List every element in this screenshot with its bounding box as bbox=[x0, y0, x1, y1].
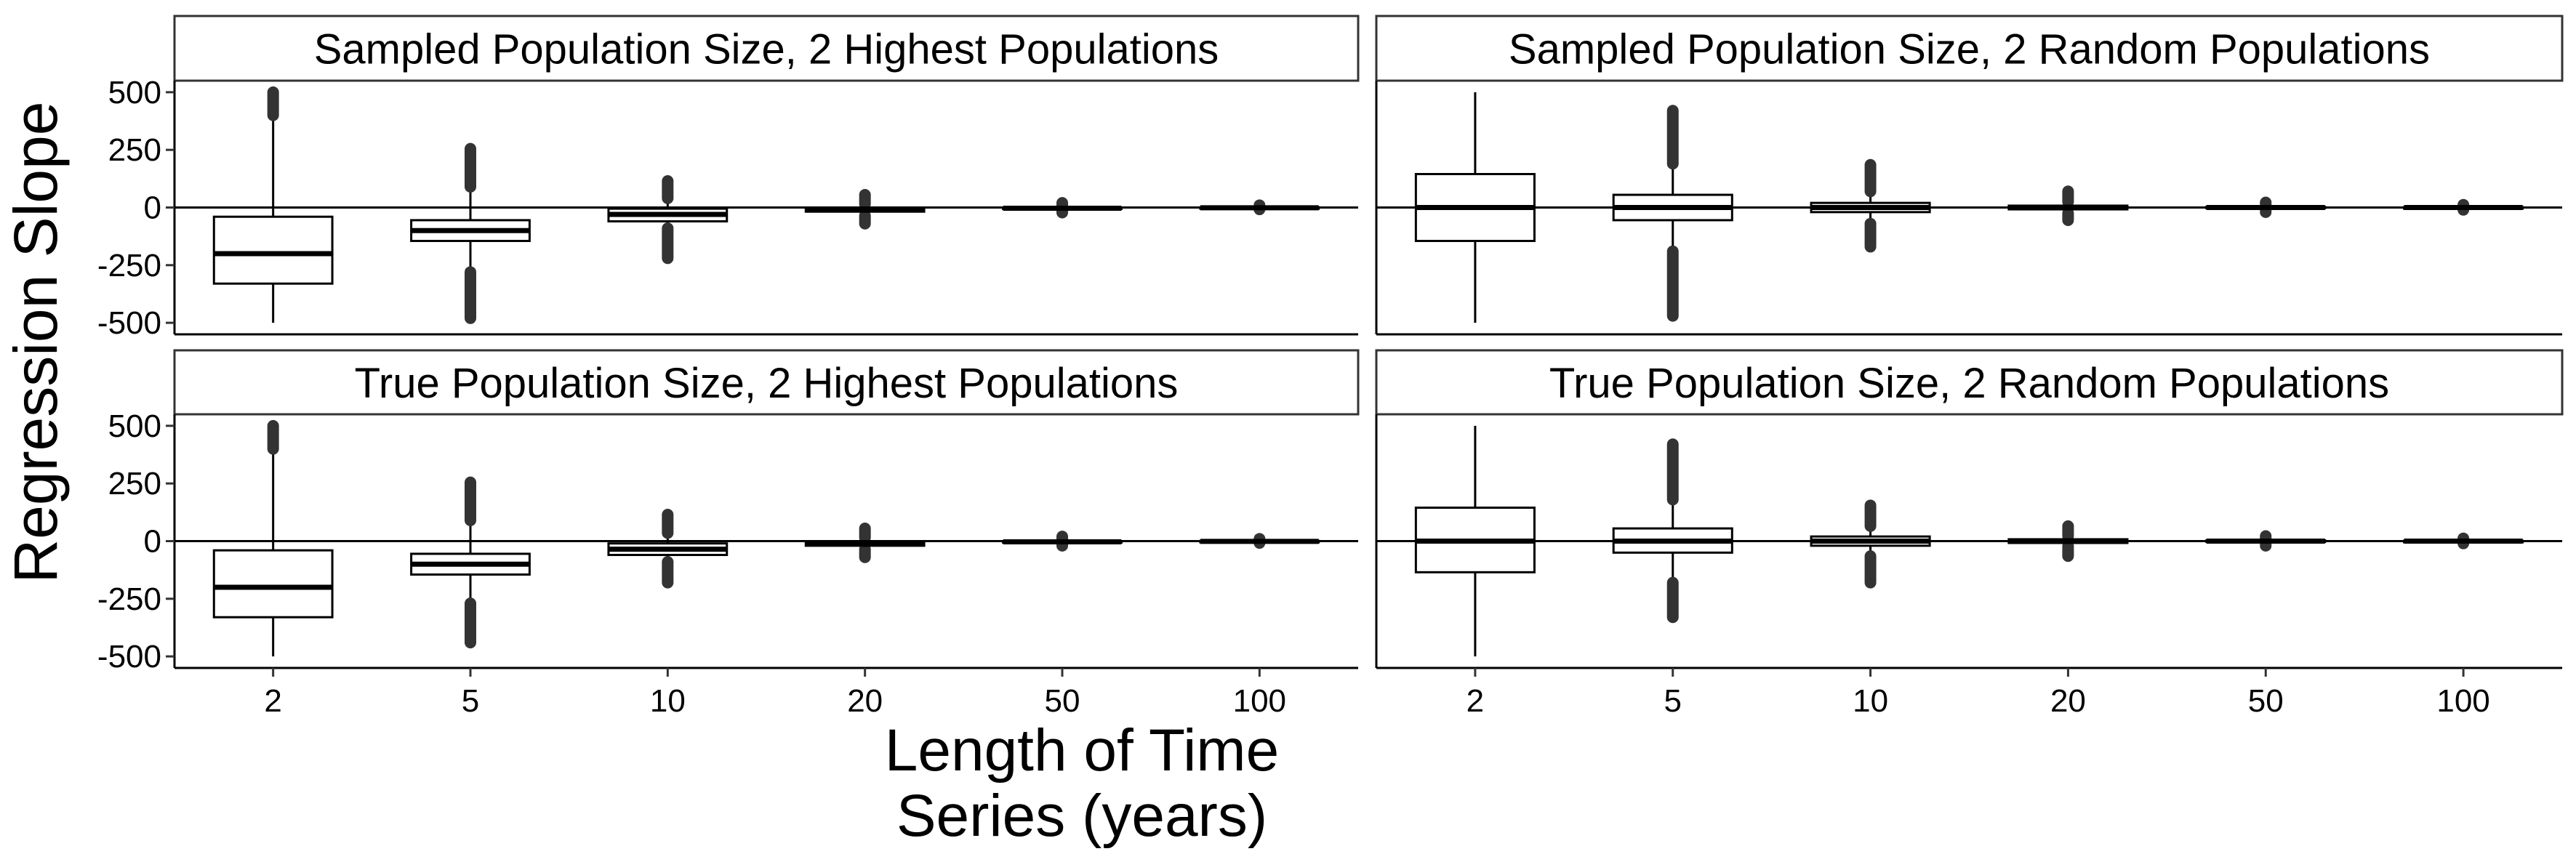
box-5 bbox=[410, 142, 531, 324]
x-tick-label: 20 bbox=[2050, 683, 2086, 719]
y-tick-label: -500 bbox=[97, 305, 161, 341]
y-axis-title: Regression Slope bbox=[1, 101, 70, 583]
panel-strip bbox=[173, 349, 1360, 416]
panel-title: True Population Size, 2 Highest Populati… bbox=[355, 360, 1179, 407]
x-tick-label: 100 bbox=[1233, 683, 1286, 719]
panel-strip bbox=[1375, 349, 2564, 416]
x-tick-label: 50 bbox=[2248, 683, 2284, 719]
x-tick-label: 5 bbox=[1664, 683, 1682, 719]
box-10 bbox=[607, 509, 729, 589]
box-2 bbox=[212, 419, 334, 657]
panel-3: True Population Size, 2 Highest Populati… bbox=[97, 349, 1360, 719]
box-rect bbox=[212, 549, 334, 619]
y-tick-label: 0 bbox=[144, 524, 161, 560]
box-2 bbox=[1414, 425, 1536, 657]
panel-title: Sampled Population Size, 2 Highest Popul… bbox=[314, 26, 1219, 73]
panel-title: Sampled Population Size, 2 Random Popula… bbox=[1509, 26, 2430, 73]
panel-strip bbox=[1375, 15, 2564, 82]
panel-1: Sampled Population Size, 2 Highest Popul… bbox=[97, 15, 1360, 341]
panel-title: True Population Size, 2 Random Populatio… bbox=[1549, 360, 2389, 407]
y-tick-label: -500 bbox=[97, 639, 161, 674]
y-tick-label: 500 bbox=[108, 408, 161, 444]
box-rect bbox=[212, 215, 334, 285]
y-tick-label: -250 bbox=[97, 581, 161, 617]
y-tick-label: 250 bbox=[108, 466, 161, 502]
x-tick-label: 10 bbox=[1853, 683, 1888, 719]
panels-layer: Sampled Population Size, 2 Highest Popul… bbox=[97, 15, 2564, 719]
box-10 bbox=[607, 175, 729, 265]
y-tick-label: -250 bbox=[97, 248, 161, 283]
x-tick-label: 10 bbox=[650, 683, 686, 719]
panel-2: Sampled Population Size, 2 Random Popula… bbox=[1375, 15, 2564, 336]
panel-strip bbox=[173, 15, 1360, 82]
x-tick-label: 50 bbox=[1045, 683, 1080, 719]
x-tick-label: 5 bbox=[462, 683, 479, 719]
y-tick-label: 250 bbox=[108, 132, 161, 168]
y-tick-label: 500 bbox=[108, 75, 161, 110]
x-axis-title-line-2: Series (years) bbox=[896, 783, 1267, 849]
box-5 bbox=[410, 476, 531, 649]
panel-4: True Population Size, 2 Random Populatio… bbox=[1375, 349, 2564, 719]
x-tick-label: 2 bbox=[1466, 683, 1484, 719]
x-tick-label: 100 bbox=[2436, 683, 2489, 719]
x-tick-label: 2 bbox=[264, 683, 281, 719]
x-axis-title-line-1: Length of Time bbox=[885, 717, 1279, 784]
box-2 bbox=[212, 86, 334, 323]
x-tick-label: 20 bbox=[847, 683, 883, 719]
y-tick-label: 0 bbox=[144, 190, 161, 226]
